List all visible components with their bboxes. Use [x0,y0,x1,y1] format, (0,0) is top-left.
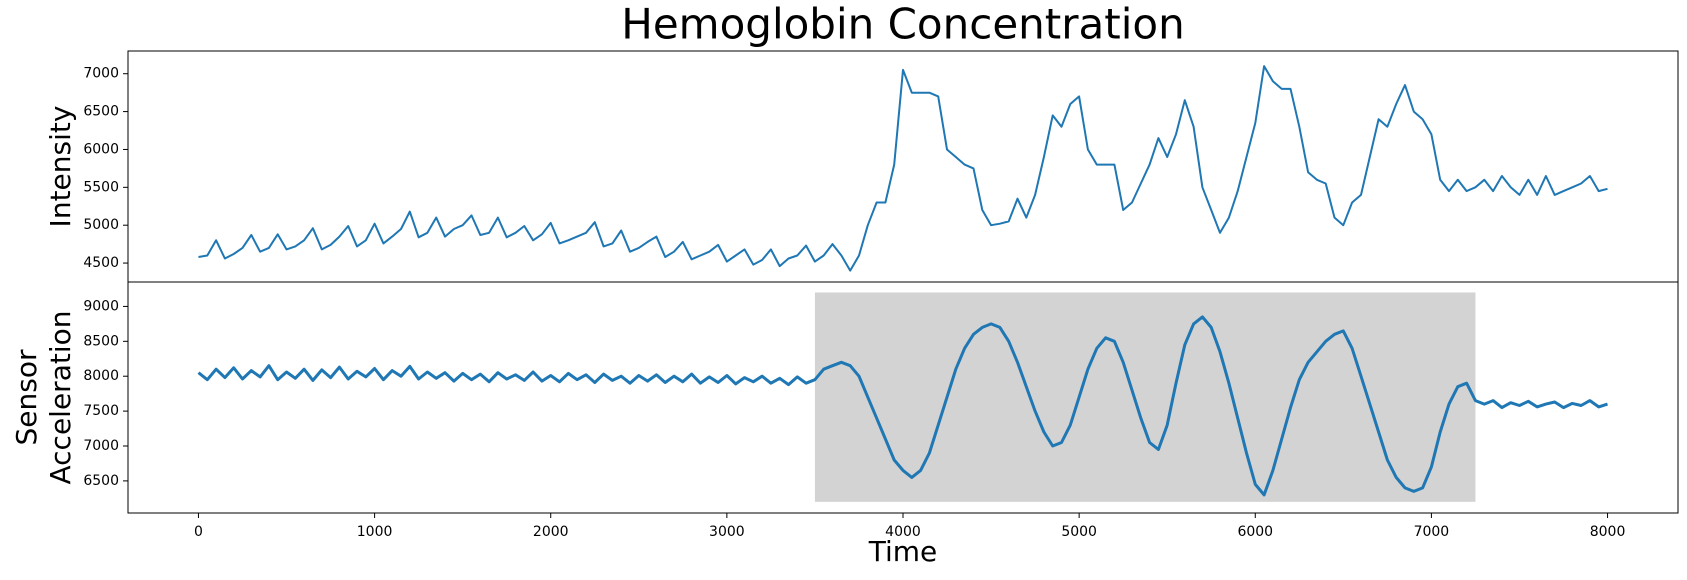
y-tick-label: 5500 [83,179,119,195]
x-tick-label: 4000 [885,524,921,540]
x-tick-label: 8000 [1590,524,1626,540]
y-tick-label: 7500 [83,403,119,419]
y-tick-label: 6500 [83,104,119,120]
y-tick-label: 7000 [83,66,119,82]
x-tick-label: 3000 [709,524,745,540]
x-tick-label: 0 [194,524,203,540]
y-axis-label: Sensor [10,349,43,445]
y-axis-label: Acceleration [44,311,77,485]
y-tick-label: 7000 [83,438,119,454]
shaded-span [814,292,1476,502]
y-tick-label: 8000 [83,368,119,384]
y-tick-label: 5000 [83,217,119,233]
x-tick-label: 1000 [357,524,393,540]
x-tick-label: 7000 [1414,524,1450,540]
x-axis-label: Time [868,535,938,568]
y-tick-label: 6000 [83,141,119,157]
y-tick-label: 4500 [83,255,119,271]
y-tick-label: 9000 [83,298,119,314]
x-tick-label: 6000 [1237,524,1273,540]
data-line [198,65,1608,272]
y-tick-label: 8500 [83,333,119,349]
x-tick-label: 2000 [533,524,569,540]
y-axis-label: Intensity [44,106,77,228]
x-tick-label: 5000 [1061,524,1097,540]
data-line [197,315,1608,497]
y-tick-label: 6500 [83,473,119,489]
chart-title: Hemoglobin Concentration [621,0,1184,49]
plot-frame [127,50,1679,283]
